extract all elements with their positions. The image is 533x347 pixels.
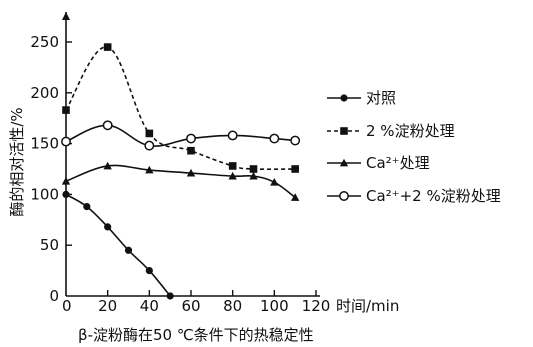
data-point xyxy=(291,165,299,173)
legend-item: 2 %淀粉处理 xyxy=(327,122,455,140)
data-point xyxy=(166,292,174,300)
x-tick-label: 120 xyxy=(302,297,331,315)
data-point xyxy=(290,135,301,146)
legend-item: Ca²⁺处理 xyxy=(327,154,430,172)
data-point xyxy=(61,176,71,185)
series-line xyxy=(65,164,296,199)
legend-label: 2 %淀粉处理 xyxy=(366,122,455,140)
x-axis-label: 时间/min xyxy=(336,297,399,315)
data-point xyxy=(339,191,349,201)
y-tick-label: 100 xyxy=(30,185,59,203)
x-tick-label: 60 xyxy=(181,297,200,315)
y-tick-label: 250 xyxy=(30,33,59,51)
data-point xyxy=(227,130,238,141)
data-point xyxy=(228,162,237,170)
y-tick-label: 0 xyxy=(49,287,59,305)
data-point xyxy=(145,267,153,275)
series-layer xyxy=(61,43,301,300)
data-point xyxy=(145,165,154,174)
data-point xyxy=(62,190,70,198)
data-point xyxy=(61,136,71,147)
data-point xyxy=(83,202,91,211)
series-2 xyxy=(62,43,299,173)
series-3 xyxy=(61,161,300,201)
legend: 对照 2 %淀粉处理 Ca²⁺处理 Ca²⁺+2 %淀粉处理 xyxy=(327,89,501,205)
data-point xyxy=(270,178,279,186)
axes: 0 50 100 150 200 250 0 20 40 60 80 100 120 xyxy=(30,12,330,315)
data-point xyxy=(249,165,258,173)
legend-item: 对照 xyxy=(327,89,396,107)
data-point xyxy=(228,171,237,180)
data-point xyxy=(104,223,112,231)
data-point xyxy=(103,43,112,51)
x-tick-label: 80 xyxy=(223,297,242,315)
data-point xyxy=(249,171,258,180)
legend-item: Ca²⁺+2 %淀粉处理 xyxy=(327,187,501,205)
data-point xyxy=(269,133,280,144)
x-tick-label: 40 xyxy=(140,297,159,315)
data-point xyxy=(340,94,348,102)
legend-label: 对照 xyxy=(366,89,396,107)
data-point xyxy=(62,106,70,114)
data-point xyxy=(124,246,133,254)
series-4 xyxy=(61,120,301,151)
y-tick-label: 50 xyxy=(40,236,59,254)
y-tick-label: 200 xyxy=(30,84,59,102)
series-line xyxy=(65,46,296,171)
series-line xyxy=(65,193,171,297)
data-point xyxy=(145,129,154,138)
data-point xyxy=(103,161,112,170)
chart-caption: β-淀粉酶在50 ℃条件下的热稳定性 xyxy=(78,326,314,344)
x-tick-label: 20 xyxy=(98,297,117,315)
data-point xyxy=(340,127,348,135)
legend-label: Ca²⁺处理 xyxy=(366,154,430,172)
data-point xyxy=(102,120,113,131)
x-tick-label: 100 xyxy=(260,297,289,315)
y-tick-label: 150 xyxy=(30,135,59,153)
series-1 xyxy=(62,190,174,300)
data-point xyxy=(144,140,155,151)
data-point xyxy=(186,168,196,177)
data-point xyxy=(186,133,196,144)
x-tick-label: 0 xyxy=(62,297,72,315)
data-point xyxy=(290,193,300,201)
y-axis-label: 酶的相对活性/% xyxy=(8,107,26,216)
legend-label: Ca²⁺+2 %淀粉处理 xyxy=(366,187,501,205)
data-point xyxy=(339,158,349,167)
y-axis-arrow xyxy=(62,12,70,20)
data-point xyxy=(187,146,195,155)
series-line xyxy=(65,124,296,147)
